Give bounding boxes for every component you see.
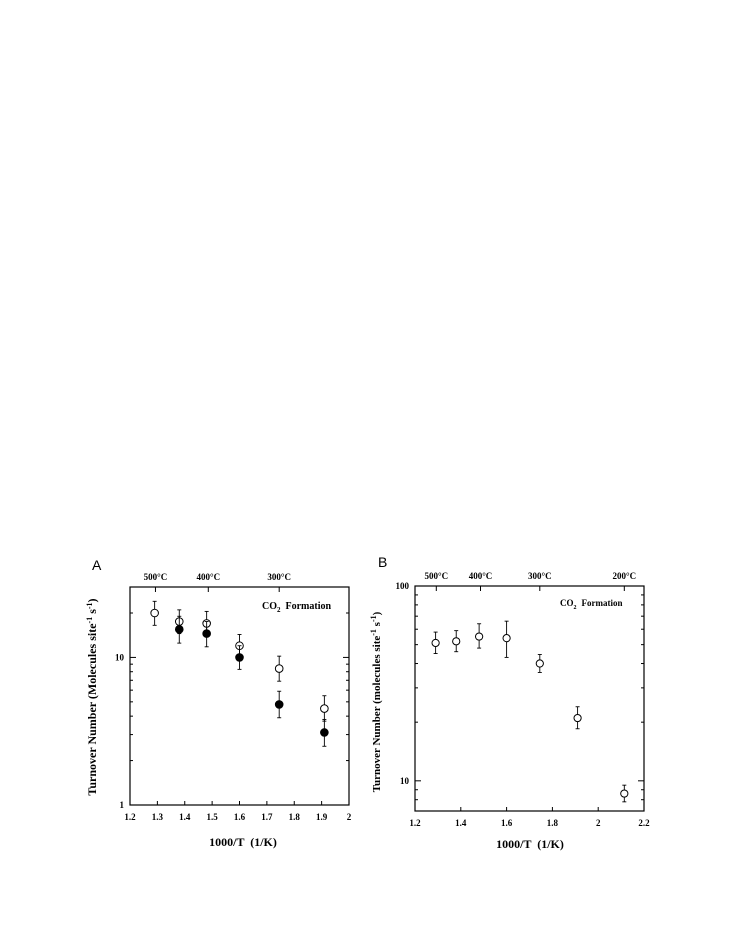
panel-b-open-point bbox=[535, 659, 544, 668]
panel-a-x-tick-label: 1.3 bbox=[152, 812, 164, 822]
panel-b: B 1.2 1.4 1.6 1.8 2 2.2 10 100 500°C 400°C 300°C… bbox=[369, 554, 650, 851]
panel-a-open-point bbox=[274, 664, 284, 673]
panel-a: A 1.2 1.3 1.4 1.5 1.6 1.7 1.8 1.9 2 1 10 500°C 400… bbox=[85, 557, 352, 849]
panel-b-top-tick-label: 200°C bbox=[613, 571, 637, 581]
panel-a-letter: A bbox=[92, 557, 102, 573]
panel-a-data bbox=[150, 600, 329, 747]
panel-a-x-axis: 1.2 1.3 1.4 1.5 1.6 1.7 1.8 1.9 2 bbox=[124, 801, 352, 822]
panel-b-top-tick-label: 500°C bbox=[424, 571, 448, 581]
panel-a-x-tick-label: 1.4 bbox=[179, 812, 191, 822]
panel-b-open-point bbox=[475, 632, 484, 641]
panel-a-x-tick-label: 1.2 bbox=[124, 812, 136, 822]
panel-a-annotation: CO2 Formation bbox=[262, 601, 331, 614]
panel-b-top-tick-label: 300°C bbox=[528, 571, 552, 581]
panel-a-filled-point bbox=[320, 728, 329, 737]
panel-a-open-point bbox=[150, 608, 159, 618]
panel-a-filled-point bbox=[274, 700, 284, 709]
panel-b-y-tick-label: 100 bbox=[396, 581, 410, 591]
panel-a-filled-point bbox=[235, 653, 244, 662]
panel-a-x-tick-label: 1.8 bbox=[289, 812, 301, 822]
panel-a-x-tick-label: 2 bbox=[347, 812, 352, 822]
panel-b-x-tick-label: 2.2 bbox=[638, 818, 650, 828]
panel-a-x-tick-label: 1.7 bbox=[261, 812, 273, 822]
panel-b-x-tick-label: 2 bbox=[596, 818, 601, 828]
panel-b-x-tick-label: 1.8 bbox=[547, 818, 559, 828]
panel-a-plot-frame bbox=[129, 586, 350, 806]
panel-b-y-axis: 10 100 bbox=[396, 581, 644, 812]
panel-a-top-tick-label: 300°C bbox=[267, 572, 291, 582]
panel-b-open-point bbox=[573, 713, 582, 723]
panel-a-top-axis: 500°C 400°C 300°C bbox=[144, 572, 291, 592]
panel-b-open-point bbox=[431, 638, 440, 648]
panel-a-top-tick-label: 400°C bbox=[196, 572, 220, 582]
panel-b-annotation: CO2 Formation bbox=[560, 598, 623, 611]
panel-b-plot-frame bbox=[414, 585, 645, 812]
panel-b-x-tick-label: 1.6 bbox=[501, 818, 513, 828]
panel-a-x-tick-label: 1.9 bbox=[316, 812, 328, 822]
panel-b-top-axis: 500°C 400°C 300°C 200°C bbox=[424, 571, 636, 591]
panel-b-y-axis-title: Turnover Number (molecules site-1 s-1) bbox=[369, 611, 383, 792]
panel-a-filled-point bbox=[202, 629, 211, 638]
panel-b-x-tick-label: 1.2 bbox=[409, 818, 421, 828]
panel-b-x-axis: 1.2 1.4 1.6 1.8 2 2.2 bbox=[409, 807, 650, 828]
panel-a-open-point bbox=[320, 704, 329, 713]
panel-b-x-axis-title: 1000/T (1/K) bbox=[496, 837, 564, 851]
panel-b-open-point bbox=[620, 789, 629, 798]
panel-a-filled-point bbox=[174, 625, 184, 634]
panel-b-y-tick-label: 10 bbox=[400, 776, 410, 786]
panel-a-y-tick-label: 1 bbox=[120, 800, 125, 810]
panel-a-x-tick-label: 1.5 bbox=[207, 812, 219, 822]
panel-a-top-tick-label: 500°C bbox=[144, 572, 168, 582]
panel-a-y-tick-label: 10 bbox=[115, 652, 125, 662]
panel-b-open-point bbox=[452, 637, 461, 646]
panel-a-x-tick-label: 1.6 bbox=[234, 812, 246, 822]
panel-a-y-axis: 1 10 bbox=[115, 586, 349, 810]
panel-b-open-point bbox=[502, 634, 511, 643]
panel-b-letter: B bbox=[378, 554, 387, 570]
panel-a-x-axis-title: 1000/T (1/K) bbox=[209, 835, 277, 849]
panel-b-data bbox=[431, 620, 629, 803]
panel-b-x-tick-label: 1.4 bbox=[455, 818, 467, 828]
panel-b-top-tick-label: 400°C bbox=[469, 571, 493, 581]
panel-a-y-axis-title: Turnover Number (Molecules site-1 s-1) bbox=[85, 598, 99, 795]
